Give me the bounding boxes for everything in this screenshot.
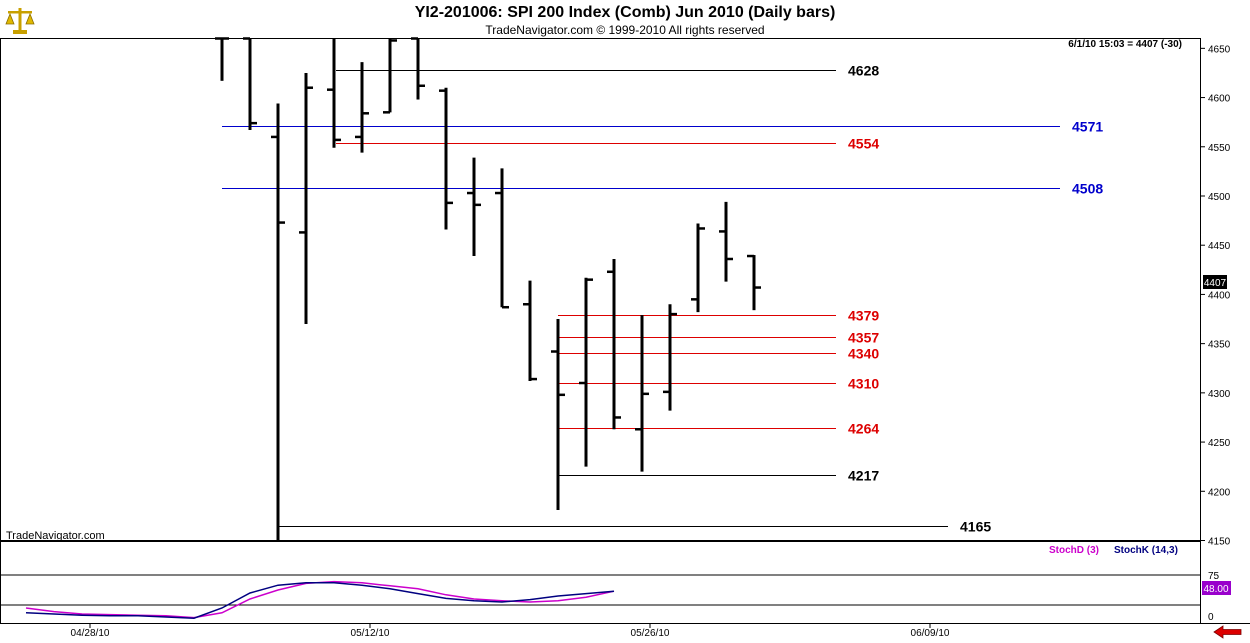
level-label: 4310 <box>848 376 879 392</box>
oscillator-value-badge-text: 48.00 <box>1203 584 1228 595</box>
chart-copyright: TradeNavigator.com © 1999-2010 All right… <box>485 23 765 37</box>
chart-header: YI2-201006: SPI 200 Index (Comb) Jun 201… <box>0 0 1250 38</box>
price-tick-label: 4250 <box>1208 438 1231 449</box>
scales-icon <box>5 8 35 34</box>
oscillator-axis: 75 0 <box>0 571 1220 623</box>
date-tick-label: 05/26/10 <box>631 628 670 639</box>
price-bars <box>215 37 761 541</box>
last-price-badge: 4407 <box>1203 275 1227 289</box>
price-tick-label: 4300 <box>1208 389 1231 400</box>
stoch-line <box>25 582 615 619</box>
price-tick-label: 4500 <box>1208 192 1231 203</box>
price-axis: 4650 4600 4550 4500 4450 4400 4350 4300 4250 4200… <box>1200 44 1231 548</box>
price-plot-frame <box>0 38 1201 541</box>
oscillator-value-badge: 48.00 <box>1202 581 1231 595</box>
quote-line: 6/1/10 15:03 = 4407 (-30) <box>1068 39 1182 50</box>
price-tick-label: 4600 <box>1208 94 1231 105</box>
last-price-badge-text: 4407 <box>1204 278 1227 289</box>
left-arrow-icon[interactable] <box>1213 625 1243 639</box>
price-tick-label: 4450 <box>1208 241 1231 252</box>
chart-title: YI2-201006: SPI 200 Index (Comb) Jun 201… <box>414 4 836 21</box>
level-label: 4571 <box>1072 119 1103 135</box>
level-label: 4264 <box>848 421 879 437</box>
date-tick-label: 06/09/10 <box>911 628 950 639</box>
level-label: 4340 <box>848 346 879 362</box>
oscillator-tick-label: 0 <box>1208 612 1214 623</box>
price-tick-label: 4650 <box>1208 44 1231 55</box>
level-label: 4508 <box>1072 181 1103 197</box>
oscillator-tick-label: 75 <box>1208 571 1220 582</box>
price-tick-label: 4350 <box>1208 340 1231 351</box>
stochk-legend: StochK (14,3) <box>1114 545 1178 556</box>
level-label: 4357 <box>848 330 879 346</box>
price-tick-label: 4200 <box>1208 487 1231 498</box>
price-tick-label: 4550 <box>1208 143 1231 154</box>
watermark: TradeNavigator.com <box>6 530 105 542</box>
stochd-legend: StochD (3) <box>1049 545 1099 556</box>
level-label: 4379 <box>848 308 879 324</box>
price-tick-label: 4150 <box>1208 537 1231 548</box>
level-label: 4628 <box>848 63 879 79</box>
level-label: 4554 <box>848 136 879 152</box>
level-label: 4217 <box>848 468 879 484</box>
oscillator-plot-frame <box>0 541 1201 624</box>
oscillator-lines <box>25 580 615 619</box>
date-tick-label: 05/12/10 <box>351 628 390 639</box>
level-label: 4165 <box>960 519 991 535</box>
date-axis: 04/28/10 05/12/10 05/26/10 06/09/10 <box>71 623 950 639</box>
price-tick-label: 4400 <box>1208 290 1231 301</box>
date-tick-label: 04/28/10 <box>71 628 110 639</box>
